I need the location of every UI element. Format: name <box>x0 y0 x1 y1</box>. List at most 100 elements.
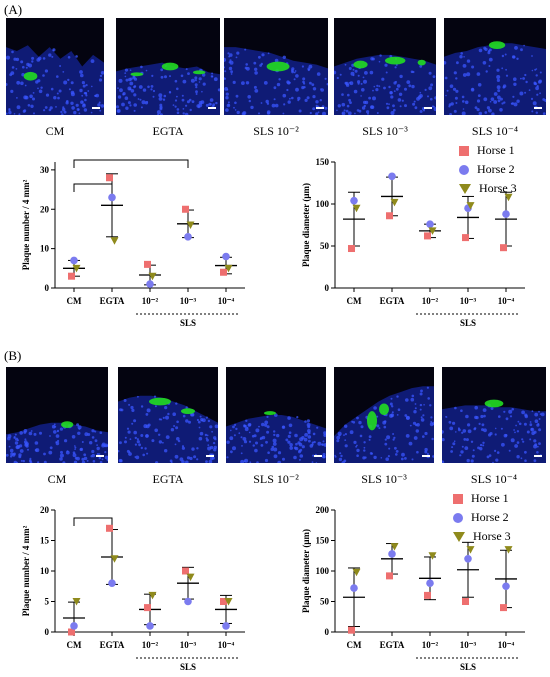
nucleus <box>427 95 429 98</box>
y-tick-label: 0 <box>325 627 330 637</box>
nucleus <box>356 448 360 453</box>
nucleus <box>344 444 348 448</box>
nucleus <box>312 454 315 457</box>
nucleus <box>273 454 278 459</box>
x-tick-label: EGTA <box>100 640 125 650</box>
nucleus <box>464 446 469 450</box>
nucleus <box>368 96 371 100</box>
nucleus <box>378 85 381 88</box>
nucleus <box>125 106 129 110</box>
nucleus <box>455 89 459 93</box>
nucleus <box>404 414 408 417</box>
nucleus <box>427 397 430 400</box>
nucleus <box>355 445 357 448</box>
nucleus <box>309 444 314 448</box>
nucleus <box>501 102 504 105</box>
nucleus <box>40 86 43 89</box>
nucleus <box>452 442 456 446</box>
nucleus <box>174 443 177 446</box>
nucleus <box>356 454 359 457</box>
nucleus <box>195 90 198 94</box>
nucleus <box>510 438 515 443</box>
nucleus <box>253 61 257 65</box>
nucleus <box>489 100 492 103</box>
nucleus <box>134 443 137 446</box>
nucleus <box>336 435 341 440</box>
nucleus <box>207 419 211 423</box>
nucleus <box>360 95 362 97</box>
nucleus <box>406 80 411 84</box>
nucleus <box>512 95 515 98</box>
nucleus <box>53 430 57 434</box>
nucleus <box>478 111 483 115</box>
nucleus <box>363 441 366 444</box>
nucleus <box>481 423 485 427</box>
nucleus <box>479 443 483 447</box>
nucleus <box>225 92 229 96</box>
nucleus <box>254 448 258 453</box>
nucleus <box>516 99 520 103</box>
nucleus <box>147 85 150 89</box>
nucleus <box>273 98 276 101</box>
nucleus <box>185 460 189 463</box>
nucleus <box>137 98 140 100</box>
nucleus <box>94 430 97 433</box>
panel-label-b: (B) <box>4 348 22 363</box>
nucleus <box>74 445 76 447</box>
nucleus <box>243 460 246 463</box>
nucleus <box>376 415 379 418</box>
nucleus <box>390 95 394 99</box>
nucleus <box>37 461 40 463</box>
nucleus <box>338 457 343 462</box>
plaque-signal <box>130 72 144 77</box>
nucleus <box>500 427 503 430</box>
nucleus <box>385 102 389 105</box>
nucleus <box>367 112 369 115</box>
nucleus <box>524 459 527 462</box>
data-point-horse-2 <box>426 579 434 587</box>
nucleus <box>277 451 282 455</box>
nucleus <box>264 420 269 425</box>
nucleus <box>175 402 178 405</box>
nucleus <box>54 425 57 428</box>
nucleus <box>129 104 132 107</box>
nucleus <box>514 46 518 50</box>
nucleus <box>521 410 525 415</box>
nucleus <box>172 412 176 416</box>
nucleus <box>8 109 11 112</box>
nucleus <box>19 449 24 453</box>
data-point-horse-1 <box>68 272 75 280</box>
nucleus <box>226 440 230 444</box>
nucleus <box>224 57 227 62</box>
nucleus <box>524 91 527 94</box>
caption-a-sls4: SLS 10⁻⁴ <box>471 124 519 138</box>
nucleus <box>363 104 366 108</box>
nucleus <box>307 431 311 435</box>
nucleus <box>70 81 74 85</box>
nucleus <box>470 88 475 92</box>
nucleus <box>117 95 122 99</box>
nucleus <box>478 422 481 425</box>
nucleus <box>236 110 240 115</box>
nucleus <box>399 105 402 108</box>
nucleus <box>336 76 339 80</box>
data-point-horse-3 <box>504 546 513 554</box>
nucleus <box>29 461 33 463</box>
nucleus <box>16 105 21 110</box>
nucleus <box>13 113 16 115</box>
nucleus <box>128 77 132 82</box>
nucleus <box>206 438 209 442</box>
nucleus <box>185 68 188 71</box>
nucleus <box>127 430 131 434</box>
nucleus <box>258 112 260 115</box>
caption-b-cm: CM <box>47 472 67 486</box>
nucleus <box>52 49 55 52</box>
nucleus <box>496 78 500 82</box>
nucleus <box>459 454 462 457</box>
nucleus <box>163 94 167 98</box>
nucleus <box>249 461 252 463</box>
nucleus <box>190 78 195 83</box>
nucleus <box>534 419 539 423</box>
nucleus <box>127 86 132 91</box>
nucleus <box>431 437 434 441</box>
